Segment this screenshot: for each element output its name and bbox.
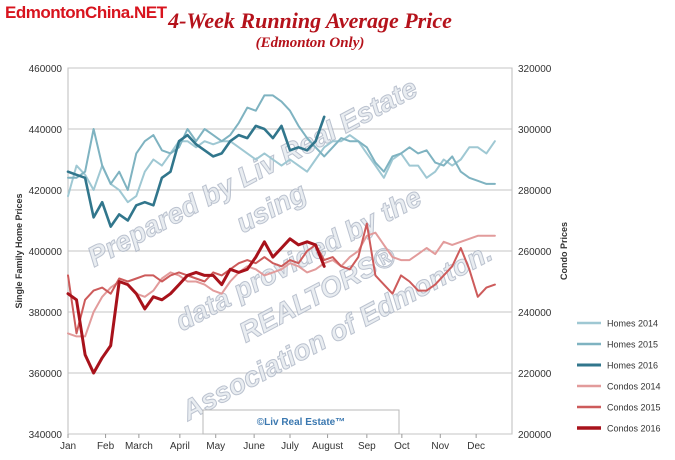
y2-tick-label: 300000 <box>518 125 552 136</box>
y2-tick-label: 220000 <box>518 369 552 380</box>
series-line <box>67 134 496 204</box>
y-tick-label: 360000 <box>29 369 63 380</box>
legend-label: Condos 2016 <box>607 424 661 434</box>
brand-logo: EdmontonChina.NET <box>5 3 167 22</box>
y2-tick-label: 240000 <box>518 308 552 319</box>
x-tick-label: May <box>206 441 225 452</box>
legend-label: Homes 2015 <box>607 340 658 350</box>
y-tick-label: 460000 <box>29 64 63 75</box>
y-tick-label: 380000 <box>29 308 63 319</box>
legend-label: Homes 2014 <box>607 319 658 329</box>
chart-subtitle: (Edmonton Only) <box>255 35 365 51</box>
y-tick-label: 400000 <box>29 247 63 258</box>
x-tick-label: August <box>312 441 343 452</box>
credit-label: ©Liv Real Estate™ <box>257 417 346 428</box>
legend-label: Homes 2016 <box>607 361 658 371</box>
y-tick-label: 420000 <box>29 186 63 197</box>
x-tick-label: April <box>170 441 190 452</box>
series-line <box>67 222 496 335</box>
legend-label: Condos 2014 <box>607 382 661 392</box>
y2-tick-label: 200000 <box>518 430 552 441</box>
y2-tick-label: 320000 <box>518 64 552 75</box>
series-line <box>66 115 326 228</box>
credit-box <box>202 409 400 435</box>
x-tick-label: Feb <box>97 441 115 452</box>
series-line <box>67 231 496 338</box>
x-tick-label: Jan <box>60 441 76 452</box>
y-axis-label: Single Family Home Prices <box>14 193 24 308</box>
y2-tick-label: 280000 <box>518 186 552 197</box>
legend-label: Condos 2015 <box>607 403 661 413</box>
x-tick-label: Dec <box>467 441 485 452</box>
y2-axis-label: Condo Prices <box>559 222 569 280</box>
x-tick-label: March <box>125 441 153 452</box>
x-tick-label: July <box>281 441 299 452</box>
chart-title: 4-Week Running Average Price <box>168 8 452 33</box>
x-tick-label: Nov <box>431 441 449 452</box>
series-line <box>66 237 326 375</box>
x-tick-label: Sep <box>358 441 376 452</box>
series-line <box>67 94 496 191</box>
y-tick-label: 440000 <box>29 125 63 136</box>
x-tick-label: June <box>243 441 265 452</box>
y2-tick-label: 260000 <box>518 247 552 258</box>
x-tick-label: Oct <box>394 441 410 452</box>
y-tick-label: 340000 <box>29 430 63 441</box>
